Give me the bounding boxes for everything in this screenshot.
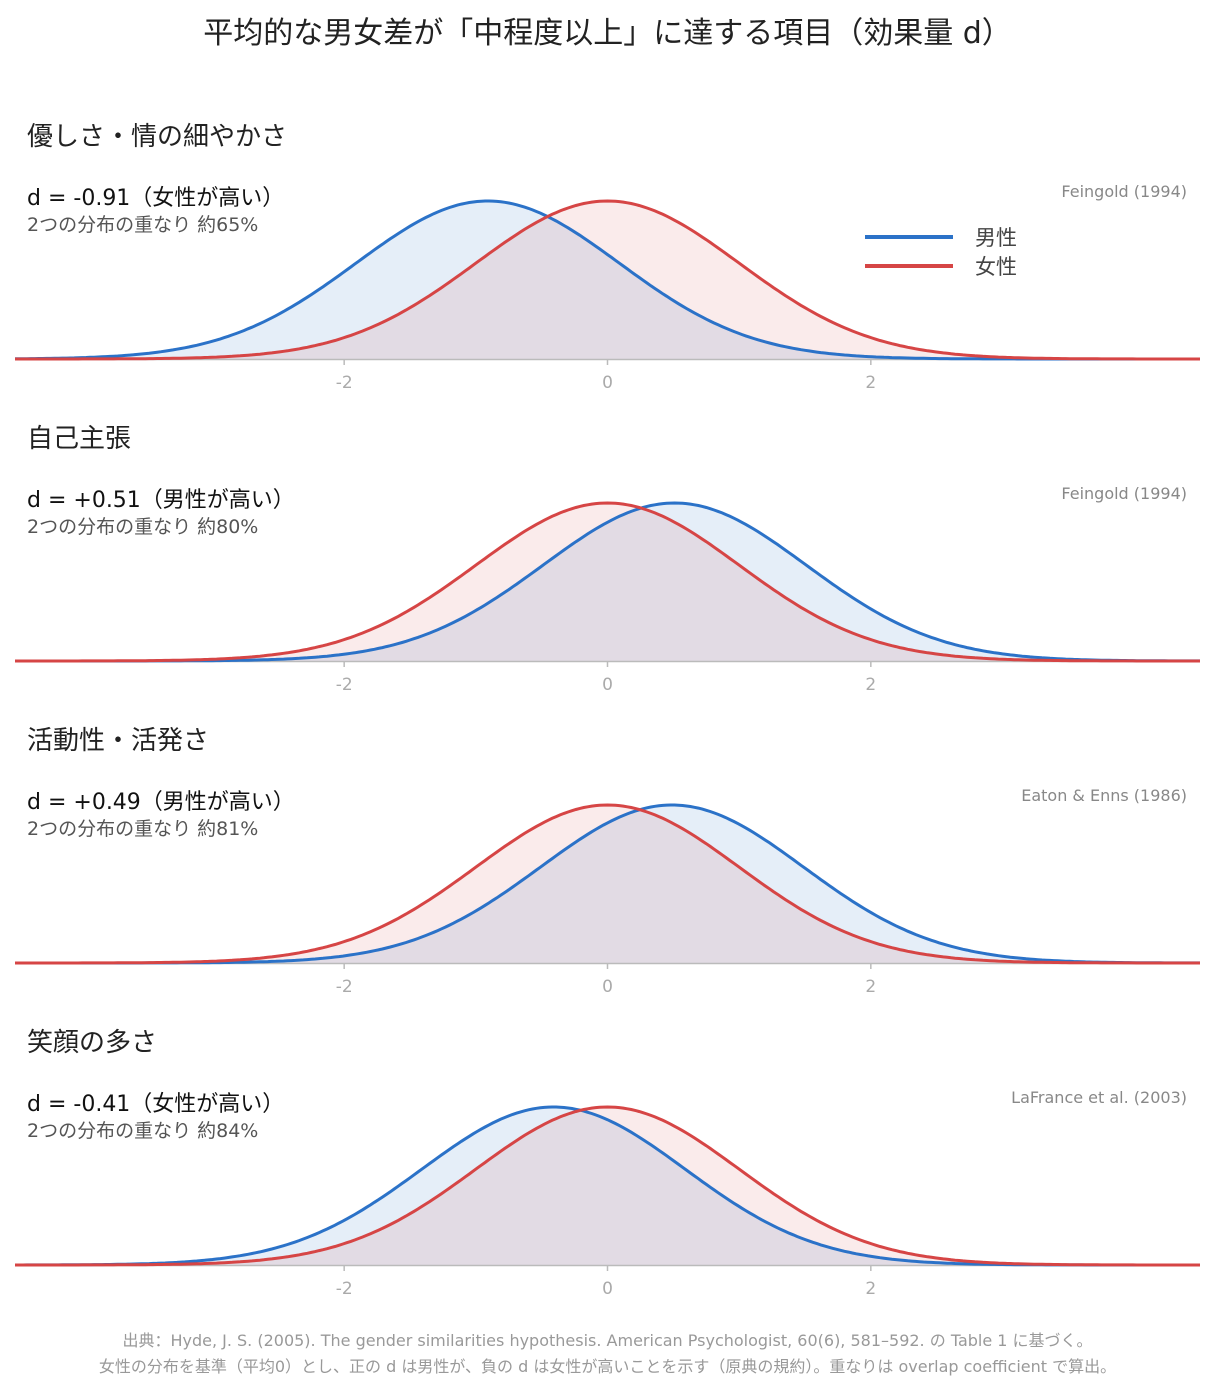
male-density-fill <box>15 805 1200 963</box>
source-label: Eaton & Enns (1986) <box>1021 786 1187 805</box>
x-tick-label: 0 <box>602 373 613 393</box>
female-density-line <box>15 199 1200 361</box>
x-tick-label: -2 <box>336 1279 353 1299</box>
source-label: Feingold (1994) <box>1061 484 1187 503</box>
male-density-fill <box>15 503 1200 661</box>
x-tick-label: -2 <box>336 977 353 997</box>
overlap-label: 2つの分布の重なり 約80% <box>27 516 259 538</box>
panel-activity: -2 0 2 活動性・活発さ d = +0.49（男性が高い） 2つの分布の重なり … <box>0 708 1215 1008</box>
female-density-fill <box>15 201 1200 359</box>
panel-title: 笑顔の多さ <box>27 1028 158 1058</box>
overlap-label: 2つの分布の重なり 約81% <box>27 818 259 840</box>
x-tick-label: 2 <box>865 373 876 393</box>
male-density-fill <box>15 1107 1200 1265</box>
panel-title: 自己主張 <box>27 424 132 454</box>
legend-swatch-female <box>865 263 953 268</box>
legend-label-female: 女性 <box>975 254 1017 279</box>
x-tick-label: 2 <box>865 675 876 695</box>
footer-source-line: 出典：Hyde, J. S. (2005). The gender simila… <box>122 1331 1093 1350</box>
female-density-line <box>15 501 1200 663</box>
legend: 男性 女性 <box>865 222 1017 280</box>
panel-smiling: -2 0 2 笑顔の多さ d = -0.41（女性が高い） 2つの分布の重なり 約8… <box>0 1010 1215 1310</box>
effect-size-label: d = +0.49（男性が高い） <box>27 790 295 815</box>
footer-method-line: 女性の分布を基準（平均0）とし、正の d は男性が、負の d は女性が高いことを… <box>98 1357 1117 1376</box>
source-label: LaFrance et al. (2003) <box>1011 1088 1187 1107</box>
x-tick-label: 2 <box>865 977 876 997</box>
male-density-line <box>15 199 1200 361</box>
density-plot: -2 0 2 <box>15 501 1200 695</box>
legend-label-male: 男性 <box>975 225 1017 250</box>
footer-note: 出典：Hyde, J. S. (2005). The gender simila… <box>0 1328 1215 1380</box>
legend-item-female: 女性 <box>865 251 1017 280</box>
male-density-fill <box>15 201 1200 359</box>
panel-kindness: -2 0 2 優しさ・情の細やかさ d = -0.91（女性が高い） 2つの分布の重… <box>0 104 1215 404</box>
legend-item-male: 男性 <box>865 222 1017 251</box>
legend-swatch-male <box>865 234 953 239</box>
overlap-label: 2つの分布の重なり 約84% <box>27 1120 259 1142</box>
panel-assertiveness: -2 0 2 自己主張 d = +0.51（男性が高い） 2つの分布の重なり 約80… <box>0 406 1215 706</box>
effect-size-label: d = -0.91（女性が高い） <box>27 186 285 211</box>
x-tick-label: 2 <box>865 1279 876 1299</box>
x-tick-label: 0 <box>602 977 613 997</box>
density-plot: -2 0 2 <box>15 1105 1200 1299</box>
panel-title: 活動性・活発さ <box>27 726 210 756</box>
x-tick-label: 0 <box>602 675 613 695</box>
overlap-label: 2つの分布の重なり 約65% <box>27 214 259 236</box>
panel-title: 優しさ・情の細やかさ <box>27 122 288 152</box>
effect-size-label: d = -0.41（女性が高い） <box>27 1092 285 1117</box>
density-plot: -2 0 2 <box>15 803 1200 997</box>
x-tick-label: -2 <box>336 373 353 393</box>
x-tick-label: 0 <box>602 1279 613 1299</box>
effect-size-label: d = +0.51（男性が高い） <box>27 488 295 513</box>
female-density-fill <box>15 1107 1200 1265</box>
density-plot: -2 0 2 <box>15 199 1200 393</box>
source-label: Feingold (1994) <box>1061 182 1187 201</box>
female-density-line <box>15 803 1200 965</box>
female-density-line <box>15 1105 1200 1267</box>
female-density-fill <box>15 805 1200 963</box>
x-tick-label: -2 <box>336 675 353 695</box>
female-density-fill <box>15 503 1200 661</box>
chart-title: 平均的な男女差が「中程度以上」に達する項目（効果量 d） <box>203 16 1012 51</box>
